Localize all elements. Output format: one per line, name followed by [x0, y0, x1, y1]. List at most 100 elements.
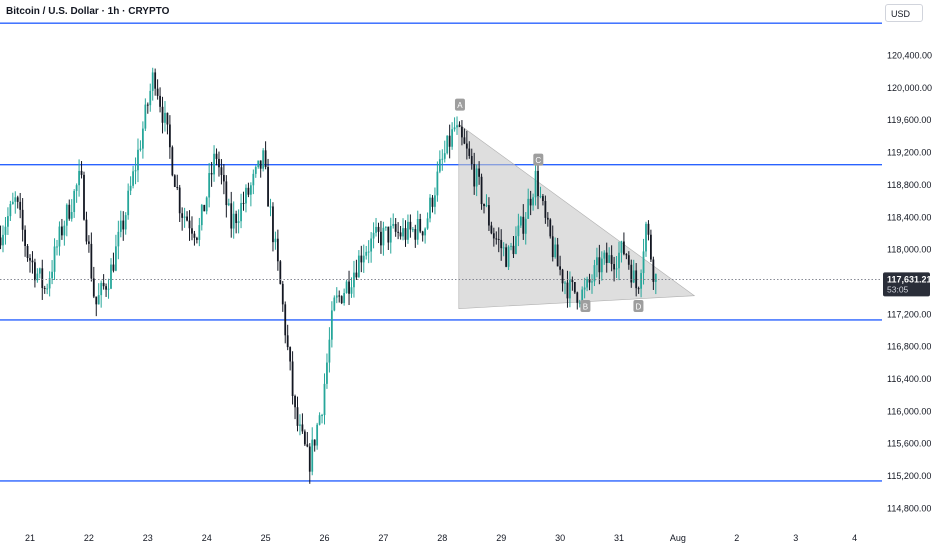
candle-body: [264, 150, 267, 168]
candle-body: [542, 196, 544, 201]
candle-body: [505, 247, 508, 267]
candle-body: [176, 186, 179, 188]
candle-body: [240, 202, 242, 222]
candle-body: [404, 228, 407, 240]
candle-body: [75, 185, 78, 191]
candle-body: [500, 239, 503, 249]
candle-body: [195, 237, 198, 240]
currency-button[interactable]: USD: [885, 4, 923, 22]
candle-body: [438, 159, 441, 172]
time-tick-label: 3: [793, 533, 798, 543]
candle-body: [137, 149, 139, 171]
candle-body: [335, 295, 338, 298]
candle-body: [119, 220, 122, 232]
candle-body: [441, 158, 444, 160]
pattern-label-c[interactable]: C: [533, 153, 544, 166]
price-tick-label: 116,000.00: [887, 406, 931, 416]
candle-body: [73, 190, 76, 212]
candle-body: [387, 226, 390, 243]
candle-body: [141, 128, 144, 149]
price-axis[interactable]: 120,400.00 120,000.00 119,600.00 119,200.00…: [887, 51, 932, 514]
candle-body: [92, 278, 95, 297]
candle-body: [436, 171, 439, 196]
chart-title: Bitcoin / U.S. Dollar · 1h · CRYPTO: [6, 6, 170, 17]
candle-body: [171, 147, 174, 176]
candle-body: [181, 213, 184, 218]
time-tick-label: 29: [496, 533, 506, 543]
candle-body: [497, 238, 500, 240]
time-tick-label: 27: [378, 533, 388, 543]
candle-body: [291, 361, 294, 396]
candle-body: [220, 167, 223, 175]
triangle-shape[interactable]: [458, 123, 696, 309]
candle-body: [409, 221, 412, 230]
candle-body: [492, 233, 495, 239]
candle-body: [485, 205, 488, 207]
candle-body: [613, 264, 615, 270]
candle-body: [549, 219, 552, 237]
candle-body: [559, 266, 561, 270]
candle-body: [110, 264, 112, 289]
candle-body: [232, 213, 235, 229]
candle-body: [183, 216, 186, 218]
candle-body: [537, 170, 539, 197]
candle-body: [166, 112, 169, 125]
candle-body: [443, 153, 446, 159]
candle-body: [512, 245, 515, 255]
candle-body: [461, 126, 463, 138]
candle-body: [645, 223, 647, 252]
pattern-label-d[interactable]: D: [633, 300, 644, 313]
candle-body: [569, 280, 571, 299]
candle-body: [281, 283, 284, 305]
candle-body: [326, 362, 328, 384]
candle-body: [218, 158, 220, 168]
last-price-badge: 117,631.21 53:05: [883, 272, 932, 297]
candle-body: [475, 168, 478, 187]
candle-body: [603, 252, 606, 259]
candle-body: [519, 216, 522, 226]
candle-body: [397, 231, 400, 233]
candle-body: [578, 302, 581, 304]
time-tick-label: 4: [852, 533, 857, 543]
pattern-label-a[interactable]: A: [454, 98, 465, 111]
candle-body: [63, 225, 66, 236]
price-tick-label: 116,800.00: [887, 342, 931, 352]
bar-countdown: 53:05: [887, 284, 909, 294]
candle-body: [429, 197, 431, 219]
candle-body: [186, 216, 188, 221]
candle-body: [507, 246, 510, 267]
candle-body: [517, 225, 520, 237]
candle-body: [588, 279, 591, 283]
candle-body: [122, 220, 125, 230]
candle-body: [650, 234, 652, 260]
pattern-label-b[interactable]: B: [580, 300, 591, 313]
candle-body: [426, 218, 429, 229]
candle-body: [544, 200, 547, 218]
candle-body: [227, 203, 230, 206]
candle-body: [11, 201, 14, 204]
candle-body: [453, 127, 456, 130]
candle-body: [367, 251, 370, 253]
candle-body: [502, 247, 505, 249]
candle-body: [647, 223, 650, 235]
candle-body: [173, 175, 176, 187]
candle-body: [215, 153, 218, 159]
candle-body: [620, 241, 623, 253]
candle-body: [139, 148, 142, 150]
candle-body: [80, 170, 83, 175]
candle-body: [43, 288, 46, 290]
time-tick-label: 28: [437, 533, 447, 543]
candle-body: [65, 204, 68, 226]
candle-body: [465, 143, 468, 149]
candle-body: [7, 216, 9, 227]
candle-body: [407, 221, 409, 240]
pattern-label-bg: [533, 153, 544, 166]
time-axis[interactable]: 21 22 23 24 25 26 27 28 29 30 31 Aug 2 3 4: [25, 533, 857, 543]
candle-body: [551, 236, 554, 258]
candle-body: [85, 219, 88, 242]
candle-body: [380, 231, 382, 246]
candle-body: [105, 286, 107, 290]
last-price-value: 117,631.21: [887, 274, 932, 284]
candle-body: [448, 135, 451, 147]
